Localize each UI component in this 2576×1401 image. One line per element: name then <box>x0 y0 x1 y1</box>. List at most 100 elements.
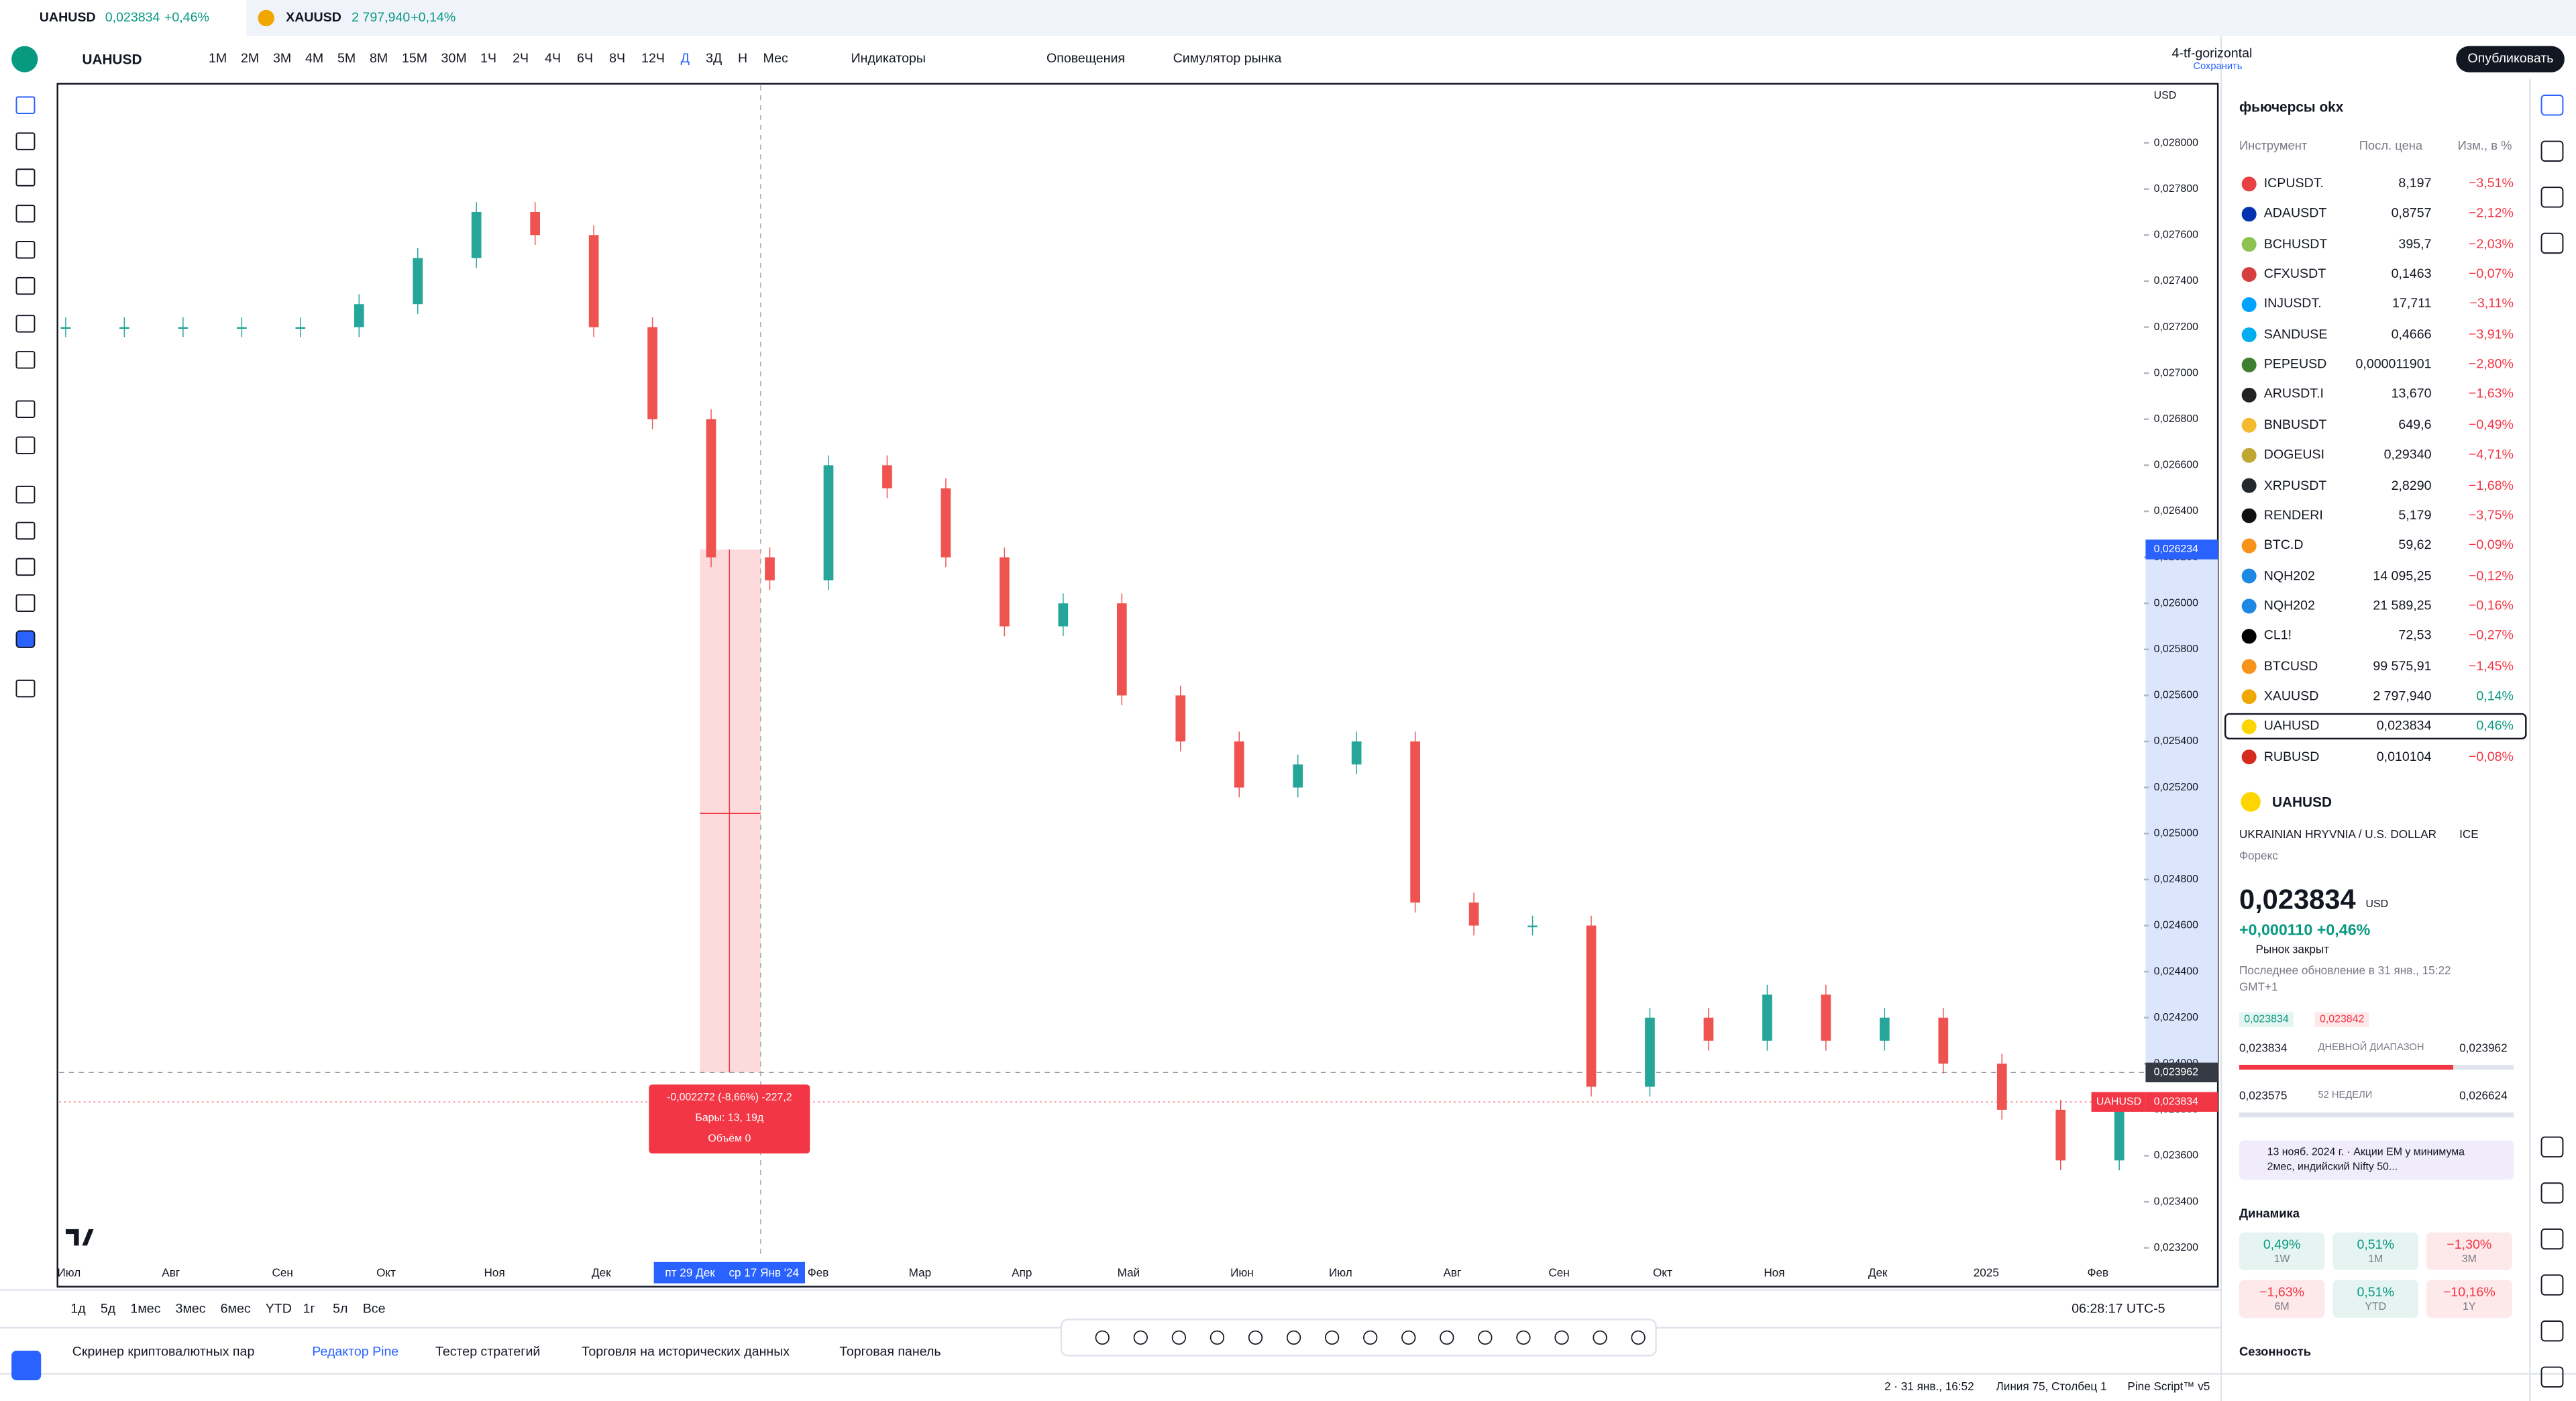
interval[interactable]: 12Ч <box>641 50 665 66</box>
measure-axis-range <box>2145 549 2218 1073</box>
row-symbol[interactable]: NQH202 <box>2263 598 2315 613</box>
candle <box>1410 741 1420 903</box>
interval[interactable]: 2М <box>241 50 260 66</box>
replay[interactable]: Симулятор рынка <box>1173 50 1282 66</box>
last-symbol-bg <box>2091 1092 2146 1112</box>
row-symbol[interactable]: BCHUSDT <box>2263 236 2328 251</box>
row-price: 0,023834 <box>2376 718 2432 733</box>
interval[interactable]: 6Ч <box>577 50 594 66</box>
interval[interactable]: 5М <box>337 50 356 66</box>
row-change: −2,80% <box>2468 356 2514 372</box>
perf-box <box>2426 1232 2512 1271</box>
interval[interactable]: Д <box>680 50 690 66</box>
y-tick-label: 0,025800 <box>2154 643 2198 655</box>
tool-icon <box>15 276 36 295</box>
tab-change: +0,46% <box>164 9 209 25</box>
candle <box>471 212 482 258</box>
row-price: 8,197 <box>2398 176 2432 191</box>
row-symbol[interactable]: BNBUSDT <box>2263 417 2327 432</box>
publish[interactable]: Опубликовать <box>2456 46 2565 72</box>
tool-icon <box>15 205 36 223</box>
row-symbol[interactable]: PEPEUSD <box>2263 356 2327 372</box>
bottom-tab[interactable]: Торговля на исторических данных <box>581 1344 790 1359</box>
row-symbol[interactable]: UAHUSD <box>2263 718 2320 733</box>
range-low: 0,023834 <box>2239 1043 2288 1055</box>
row-change: −0,08% <box>2468 748 2514 764</box>
row-symbol[interactable]: ARUSDT.I <box>2263 386 2324 402</box>
tab[interactable] <box>0 0 247 36</box>
bottom-tab[interactable]: Скринер криптовалютных пар <box>72 1344 255 1359</box>
symbol-icon <box>2241 417 2257 433</box>
row-symbol[interactable]: BTC.D <box>2263 537 2304 553</box>
range[interactable]: 1д <box>70 1301 86 1316</box>
logo <box>65 1229 94 1246</box>
row-price: 395,7 <box>2398 236 2432 251</box>
range[interactable]: 6мес <box>220 1301 251 1316</box>
interval[interactable]: 15М <box>402 50 428 66</box>
interval[interactable]: 3М <box>272 50 292 66</box>
row-symbol[interactable]: ADAUSDT <box>2263 205 2327 221</box>
row-symbol[interactable]: SANDUSE <box>2263 326 2328 342</box>
detail-status: Рынок закрыт <box>2255 945 2330 957</box>
range[interactable]: 1мес <box>130 1301 161 1316</box>
row-price: 72,53 <box>2398 628 2432 643</box>
candle <box>1645 1017 1655 1087</box>
interval[interactable]: 8Ч <box>609 50 626 66</box>
range-high: 0,023962 <box>2459 1043 2508 1055</box>
row-symbol[interactable]: XRPUSDT <box>2263 477 2327 492</box>
row-symbol[interactable]: CFXUSDT <box>2263 266 2326 281</box>
indicators[interactable]: Индикаторы <box>851 50 926 66</box>
row-symbol[interactable]: XAUUSD <box>2263 688 2319 704</box>
x-tick-label: Авг <box>1444 1265 1462 1279</box>
row-symbol[interactable]: RENDERI <box>2263 507 2323 523</box>
interval[interactable]: Мес <box>763 50 788 66</box>
candle <box>413 258 423 305</box>
measure-area <box>700 549 761 1073</box>
dynamics-title: Динамика <box>2239 1206 2300 1221</box>
candle <box>706 419 716 558</box>
interval[interactable]: 1Ч <box>480 50 497 66</box>
interval[interactable]: Н <box>738 50 748 66</box>
symbol-icon <box>2241 176 2257 192</box>
x-tick-label: Июл <box>1329 1265 1352 1279</box>
symbol-icon <box>2241 599 2257 614</box>
row-symbol[interactable]: CL1! <box>2263 628 2292 643</box>
interval[interactable]: 1М <box>209 50 227 66</box>
draw-tool <box>1516 1330 1531 1345</box>
interval[interactable]: 4М <box>305 50 324 66</box>
interval[interactable]: 30М <box>441 50 467 66</box>
row-symbol[interactable]: RUBUSD <box>2263 748 2320 764</box>
range[interactable]: 3мес <box>175 1301 206 1316</box>
detail-type: Форекс <box>2239 851 2278 863</box>
bottom-tab[interactable]: Редактор Pine <box>312 1344 399 1359</box>
row-change: 0,46% <box>2476 718 2514 733</box>
candle <box>1703 1017 1714 1041</box>
interval[interactable]: 4Ч <box>545 50 561 66</box>
row-symbol[interactable]: DOGEUSI <box>2263 447 2325 462</box>
interval[interactable]: 2Ч <box>513 50 529 66</box>
perf-box <box>2239 1280 2325 1318</box>
watchlist-title[interactable]: фьючерсы okx <box>2239 98 2344 115</box>
row-change: −3,91% <box>2468 326 2514 342</box>
range[interactable]: 5д <box>100 1301 116 1316</box>
row-symbol[interactable]: NQH202 <box>2263 568 2315 583</box>
alerts[interactable]: Оповещения <box>1046 50 1126 66</box>
interval[interactable]: 3Д <box>706 50 722 66</box>
range[interactable]: 5л <box>333 1301 348 1316</box>
y-tick-label: 0,024600 <box>2154 920 2198 931</box>
range[interactable]: YTD <box>265 1301 292 1316</box>
row-symbol[interactable]: BTCUSD <box>2263 658 2318 674</box>
row-symbol[interactable]: INJUSDT. <box>2263 296 2322 311</box>
x-tick-label: 2025 <box>1974 1265 1999 1279</box>
x-tick-label: Май <box>1118 1265 1140 1279</box>
row-symbol[interactable]: ICPUSDT. <box>2263 176 2324 191</box>
side-icon <box>2540 187 2564 208</box>
bottom-tab[interactable]: Тестер стратегий <box>435 1344 541 1359</box>
bottom-tab[interactable]: Торговая панель <box>839 1344 941 1359</box>
row-change: −2,03% <box>2468 236 2514 251</box>
interval[interactable]: 8М <box>370 50 388 66</box>
tool-icon <box>15 400 36 419</box>
range[interactable]: 1г <box>303 1301 315 1316</box>
range[interactable]: Все <box>362 1301 386 1316</box>
toolbar-symbol[interactable]: UAHUSD <box>82 50 142 68</box>
